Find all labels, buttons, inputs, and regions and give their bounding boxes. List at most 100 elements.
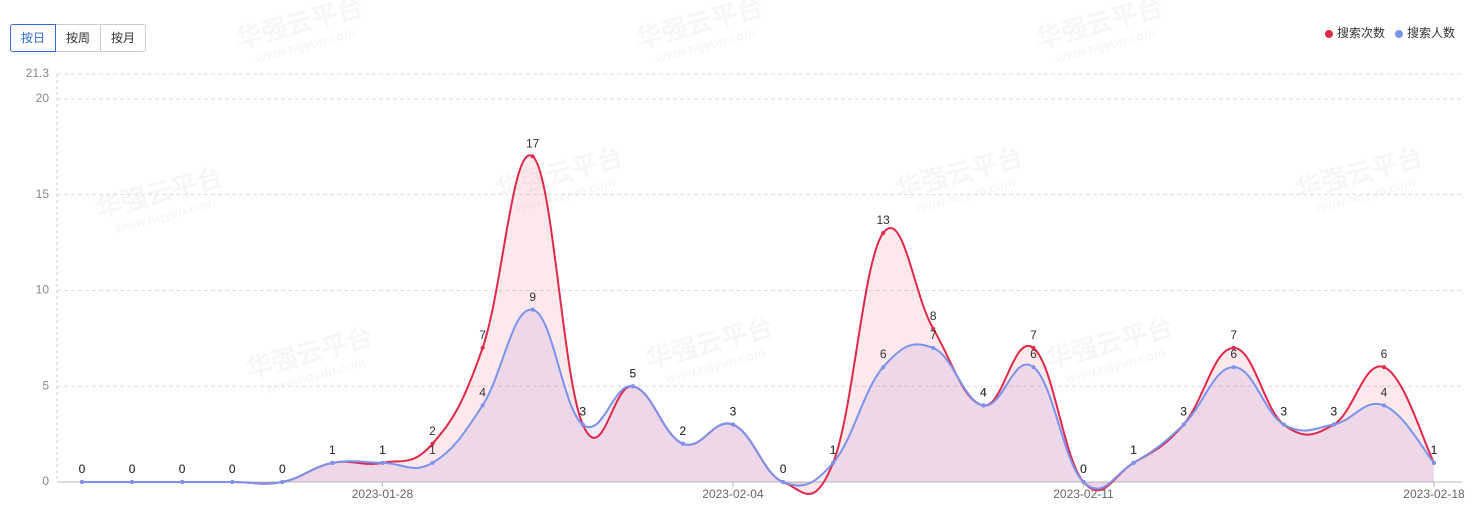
point (80, 480, 84, 484)
point (430, 460, 435, 465)
point (730, 422, 735, 427)
point (1381, 365, 1386, 370)
legend-label: 搜索人数 (1407, 25, 1455, 40)
data-label: 9 (529, 290, 536, 304)
y-tick-label: 21.3 (26, 66, 50, 80)
legend-label: 搜索次数 (1337, 25, 1385, 40)
data-label: 0 (179, 462, 186, 476)
data-label: 1 (1130, 443, 1137, 457)
point (1231, 345, 1236, 350)
data-label: 0 (1080, 462, 1087, 476)
data-label: 1 (429, 443, 436, 457)
point (1031, 345, 1036, 350)
data-label: 13 (877, 213, 891, 227)
point (280, 480, 285, 484)
point (931, 345, 936, 350)
x-tick-label: 2023-02-18 (1403, 487, 1465, 501)
point (430, 441, 435, 446)
data-label: 4 (980, 386, 987, 400)
data-label: 4 (479, 386, 486, 400)
point (480, 403, 485, 408)
data-label: 3 (1180, 405, 1187, 419)
data-label: 8 (930, 309, 937, 323)
data-label: 3 (730, 405, 737, 419)
point (630, 384, 635, 389)
point (881, 365, 886, 370)
data-label: 0 (79, 462, 86, 476)
data-label: 4 (1381, 386, 1388, 400)
data-label: 7 (479, 328, 486, 342)
point (1331, 422, 1336, 427)
point (580, 422, 585, 427)
data-label: 0 (780, 462, 787, 476)
x-tick-label: 2023-02-11 (1053, 487, 1114, 501)
data-label: 0 (1080, 462, 1087, 476)
point (680, 441, 685, 446)
point (530, 154, 535, 159)
data-label: 1 (329, 443, 336, 457)
data-label: 3 (730, 405, 737, 419)
point (781, 480, 786, 484)
y-tick-label: 0 (42, 474, 49, 488)
y-tick-label: 5 (42, 378, 49, 392)
data-label: 1 (830, 443, 837, 457)
data-label: 3 (1331, 405, 1338, 419)
y-tick-label: 10 (36, 283, 50, 297)
data-label: 6 (1381, 347, 1388, 361)
data-label: 3 (1280, 405, 1287, 419)
point (831, 460, 836, 465)
data-label: 0 (279, 462, 286, 476)
data-label: 1 (1130, 443, 1137, 457)
point (1231, 365, 1236, 370)
data-label: 0 (79, 462, 86, 476)
data-label: 0 (179, 462, 186, 476)
data-label: 3 (579, 405, 586, 419)
day-button[interactable]: 按日 (10, 24, 57, 52)
x-tick-label: 2023-01-28 (352, 487, 414, 501)
month-button[interactable]: 按月 (100, 24, 147, 52)
data-label: 6 (1230, 347, 1237, 361)
data-label: 0 (229, 462, 236, 476)
point (1181, 422, 1186, 427)
data-label: 3 (1280, 405, 1287, 419)
data-label: 0 (229, 462, 236, 476)
data-label: 1 (1431, 443, 1438, 457)
data-label: 2 (680, 424, 687, 438)
data-label: 17 (526, 137, 540, 151)
area (82, 309, 1434, 489)
data-label: 7 (1030, 328, 1037, 342)
data-label: 0 (279, 462, 286, 476)
data-label: 7 (930, 328, 937, 342)
y-tick-label: 15 (36, 187, 50, 201)
legend-swatch (1394, 30, 1403, 38)
data-label: 5 (629, 366, 636, 380)
data-label: 1 (830, 443, 837, 457)
data-label: 7 (1230, 328, 1237, 342)
point (931, 326, 936, 331)
point (981, 403, 986, 408)
data-label: 1 (379, 443, 386, 457)
point (1031, 365, 1036, 370)
data-label: 6 (880, 347, 887, 361)
data-label: 0 (129, 462, 136, 476)
data-label: 1 (1431, 443, 1438, 457)
data-label: 0 (780, 462, 787, 476)
data-label: 6 (1030, 347, 1037, 361)
data-label: 2 (680, 424, 687, 438)
data-label: 1 (329, 443, 336, 457)
range-buttons: 按日 按周 按月 (10, 24, 147, 52)
point (330, 460, 335, 465)
point (380, 460, 385, 465)
point (130, 480, 135, 484)
point (530, 307, 535, 312)
